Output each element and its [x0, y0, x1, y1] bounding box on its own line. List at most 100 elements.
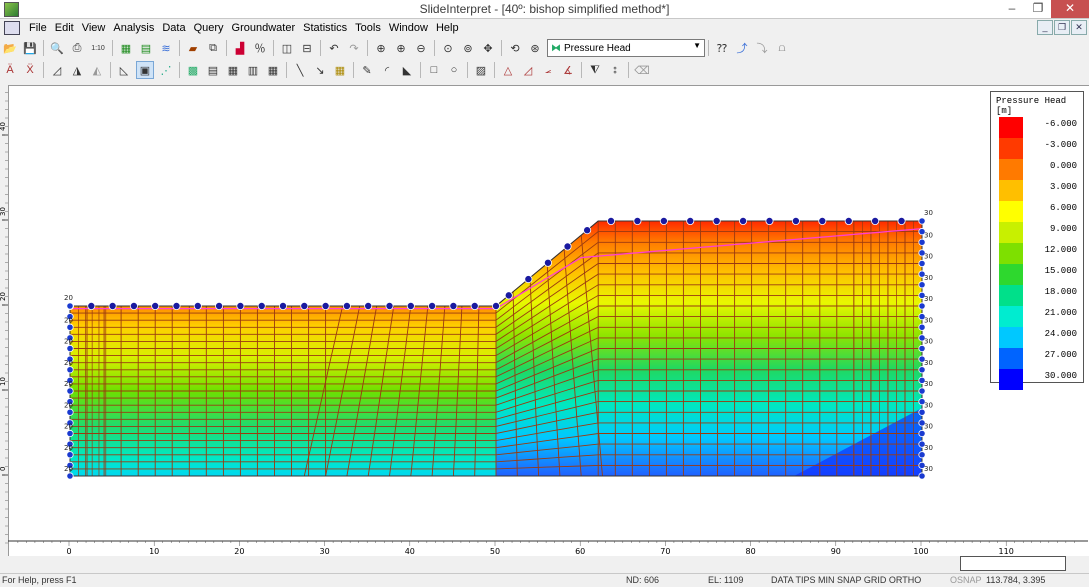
angle-icon[interactable]: ⦟: [544, 63, 552, 76]
boundary-node: [385, 301, 394, 310]
tile-vertical-icon[interactable]: ◫: [281, 42, 293, 55]
zoom-previous-icon[interactable]: ⟲: [510, 42, 520, 55]
zoom-out-icon[interactable]: ⊖: [416, 42, 426, 55]
copy-icon[interactable]: ⧉: [209, 41, 217, 54]
chart-icon[interactable]: ▟: [235, 42, 245, 55]
minimize-button[interactable]: –: [1008, 1, 1016, 15]
redo-icon[interactable]: ↷: [349, 42, 359, 55]
scale-icon[interactable]: 1:10: [91, 44, 105, 52]
save-icon[interactable]: 💾: [23, 42, 37, 55]
rectangle-icon[interactable]: ◺: [119, 64, 129, 77]
query-icon[interactable]: ⁇: [716, 42, 728, 55]
boundary-node: [172, 301, 181, 310]
legend-value: 24.000: [1044, 329, 1077, 339]
mdi-minimize-button[interactable]: _: [1037, 20, 1053, 35]
status-bar: For Help, press F1 ND: 606 EL: 1109 DATA…: [0, 573, 1089, 587]
image-icon[interactable]: ▨: [475, 64, 487, 77]
arrow-line-icon[interactable]: ↘: [315, 64, 325, 77]
polyline-icon[interactable]: ◣: [402, 64, 412, 77]
close-button[interactable]: ✕: [1051, 0, 1089, 18]
boundary-node: [215, 301, 224, 310]
zoom-slope-icon[interactable]: ⊚: [463, 42, 473, 55]
contours-toggle-icon[interactable]: ▣: [136, 61, 154, 79]
delete-query-icon[interactable]: ⤵: [756, 43, 768, 55]
menu-statistics[interactable]: Statistics: [303, 22, 348, 34]
model-canvas[interactable]: 20 20 20 20 20 20 20 20 20 30 30 30 30 30 30 30 30 30 30 30…: [8, 85, 1089, 556]
head-boundary-node: [918, 238, 926, 246]
flow-vectors-icon[interactable]: ⋰: [160, 64, 172, 77]
table-view-icon[interactable]: ▥: [247, 64, 259, 77]
pan-icon[interactable]: ✥: [483, 42, 493, 55]
table-icon[interactable]: ▤: [207, 64, 219, 77]
line-icon[interactable]: ╲: [296, 64, 304, 77]
zoom-in-icon[interactable]: ⊕: [396, 42, 406, 55]
angle-measure-icon[interactable]: ∡: [563, 64, 573, 77]
boundary-node: [765, 216, 774, 225]
zoom-extents-icon[interactable]: ⊛: [530, 42, 540, 55]
legend-row: 12.000: [991, 243, 1083, 264]
data-type-dropdown[interactable]: ⧓ Pressure Head ▼: [547, 39, 705, 57]
grid-icon[interactable]: ▦: [227, 64, 239, 77]
status-flags[interactable]: DATA TIPS MIN SNAP GRID ORTHO: [771, 575, 922, 585]
add-text-icon[interactable]: Ä: [6, 64, 14, 76]
menu-groundwater[interactable]: Groundwater: [231, 22, 296, 34]
print-icon[interactable]: ⎙: [72, 41, 82, 54]
slope-icon[interactable]: ◿: [523, 64, 533, 77]
right-head-label: 30: [924, 316, 933, 324]
zoom-all-icon[interactable]: ⊕: [376, 42, 386, 55]
mesh-icon[interactable]: ▩: [187, 64, 199, 77]
ellipse-icon[interactable]: ○: [450, 64, 458, 76]
graph-query-icon[interactable]: ⩍: [778, 41, 786, 54]
status-osnap[interactable]: OSNAP: [950, 575, 982, 585]
menu-help[interactable]: Help: [435, 22, 459, 34]
command-input[interactable]: [960, 556, 1066, 571]
expression-icon[interactable]: ⦂: [613, 63, 617, 76]
mdi-close-button[interactable]: ✕: [1071, 20, 1087, 35]
graph-icon[interactable]: ▰: [188, 42, 198, 55]
tile-horizontal-icon[interactable]: ⊟: [302, 42, 312, 55]
x-tick-label: 30: [320, 547, 330, 554]
open-icon[interactable]: 📂: [3, 42, 17, 55]
x-tick-label: 70: [660, 547, 670, 554]
dimension-icon[interactable]: ◮: [72, 64, 82, 77]
maximize-button[interactable]: ❐: [1032, 1, 1044, 15]
pen-icon[interactable]: ✎: [362, 64, 372, 77]
label-icon[interactable]: ▦: [334, 64, 346, 77]
head-boundary-node: [66, 323, 74, 331]
menu-tools[interactable]: Tools: [355, 22, 381, 34]
y-tick-label: 10: [0, 377, 7, 386]
grid-display-icon[interactable]: ▤: [140, 42, 152, 55]
edit-text-icon[interactable]: Ẍ: [26, 64, 34, 76]
eraser-icon[interactable]: ⌫: [634, 64, 650, 77]
menu-window[interactable]: Window: [388, 22, 428, 34]
print-preview-icon[interactable]: 🔍: [50, 42, 64, 55]
menu-bar: File Edit View Analysis Data Query Groun…: [0, 19, 1089, 37]
add-query-icon[interactable]: ⤴: [736, 43, 748, 55]
document-icon[interactable]: [4, 21, 20, 35]
data-table-icon[interactable]: ▦: [267, 64, 279, 77]
legend-value: 12.000: [1044, 245, 1077, 255]
mdi-restore-button[interactable]: ❐: [1054, 20, 1070, 35]
head-boundary-node: [918, 334, 926, 342]
boundary-node: [406, 301, 415, 310]
menu-analysis[interactable]: Analysis: [113, 22, 155, 34]
filter-icon[interactable]: ⧨: [590, 63, 600, 76]
app-icon[interactable]: [4, 2, 19, 17]
zoom-window-icon[interactable]: ⊙: [443, 42, 453, 55]
menu-view[interactable]: View: [81, 22, 106, 34]
menu-file[interactable]: File: [29, 22, 47, 34]
undo-icon[interactable]: ↶: [329, 42, 339, 55]
box-icon[interactable]: □: [430, 64, 438, 76]
statistics-icon[interactable]: ％: [254, 43, 266, 55]
triangle-icon[interactable]: △: [503, 64, 513, 77]
arrow-style-icon[interactable]: ◭: [92, 64, 102, 77]
legend: Pressure Head [m] -6.000 -3.000 0.000 3.000…: [990, 91, 1084, 390]
arc-icon[interactable]: ◜: [384, 64, 390, 77]
menu-data[interactable]: Data: [162, 22, 186, 34]
boundary-node: [897, 216, 906, 225]
menu-edit[interactable]: Edit: [54, 22, 74, 34]
menu-query[interactable]: Query: [193, 22, 224, 34]
arrow-icon[interactable]: ◿: [52, 64, 62, 77]
contour-icon[interactable]: ▦: [120, 42, 132, 55]
flow-lines-icon[interactable]: ≋: [161, 42, 171, 55]
